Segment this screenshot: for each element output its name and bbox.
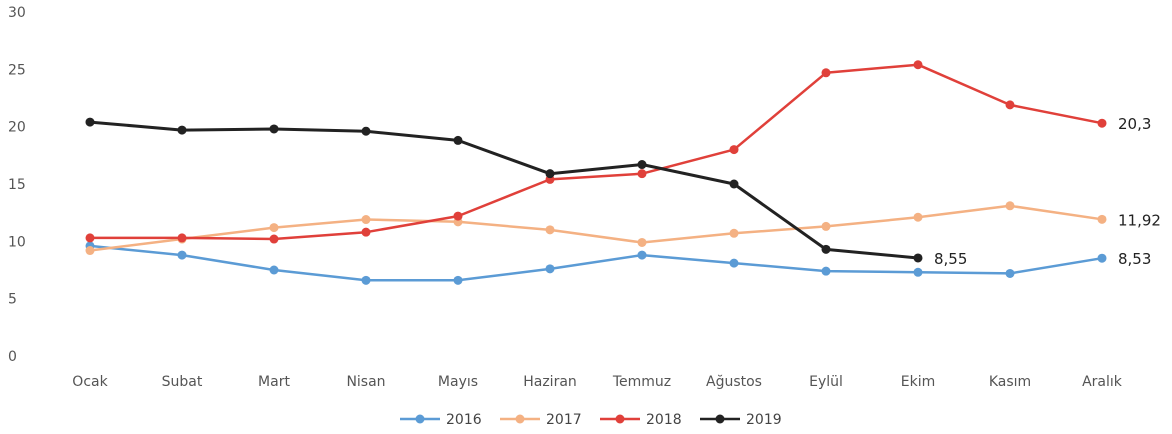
data-point [913, 212, 923, 222]
x-tick-label: Temmuz [612, 374, 671, 390]
x-tick-label: Eylül [809, 374, 843, 390]
data-point [821, 244, 831, 254]
series-2017 [85, 201, 1107, 256]
legend-label: 2018 [646, 412, 682, 428]
x-tick-label: Haziran [523, 374, 577, 390]
series-2019 [85, 117, 923, 263]
data-point [913, 60, 923, 70]
x-tick-label: Ekim [901, 374, 935, 390]
legend-item-2016: 2016 [400, 412, 482, 428]
series-2018 [85, 60, 1107, 244]
y-tick-label: 5 [8, 292, 17, 308]
data-point [545, 225, 555, 235]
data-label: 11,92 [1118, 211, 1161, 229]
data-point [269, 234, 279, 244]
legend-label: 2016 [446, 412, 482, 428]
data-point [1097, 214, 1107, 224]
x-tick-label: Aralık [1082, 374, 1123, 390]
y-tick-label: 30 [8, 5, 26, 21]
legend-item-2018: 2018 [600, 412, 682, 428]
legend-item-2017: 2017 [500, 412, 582, 428]
data-point [545, 264, 555, 274]
data-point [821, 221, 831, 231]
x-tick-label: Mart [258, 374, 290, 390]
y-tick-label: 0 [8, 349, 17, 365]
data-point [729, 179, 739, 189]
x-axis: Ocak Subat Mart Nisan Mayıs Haziran Temmuz Ağus… [72, 374, 1122, 390]
data-point [729, 228, 739, 238]
data-point [1005, 268, 1015, 278]
data-point [177, 233, 187, 243]
y-tick-label: 20 [8, 120, 26, 136]
data-point [821, 68, 831, 78]
data-point [821, 266, 831, 276]
x-tick-label: Subat [162, 374, 203, 390]
data-point [269, 265, 279, 275]
data-point [913, 267, 923, 277]
x-tick-label: Ocak [72, 374, 108, 390]
data-point [545, 169, 555, 179]
legend-label: 2019 [746, 412, 782, 428]
data-point [729, 258, 739, 268]
series-layer [85, 60, 1107, 285]
series-line [89, 120, 919, 260]
data-point [637, 169, 647, 179]
legend-label: 2017 [546, 412, 582, 428]
data-point [637, 160, 647, 170]
data-point [361, 215, 371, 225]
legend-item-2019: 2019 [700, 412, 782, 428]
data-point [913, 253, 923, 263]
data-point [729, 145, 739, 155]
data-point [453, 135, 463, 145]
y-tick-label: 15 [8, 177, 26, 193]
data-point [361, 227, 371, 237]
x-tick-label: Nisan [346, 374, 385, 390]
y-axis: 0 5 10 15 20 25 30 [8, 5, 26, 365]
data-point [637, 250, 647, 260]
data-point [361, 126, 371, 136]
data-label: 8,53 [1118, 250, 1151, 268]
data-point [269, 223, 279, 233]
data-point [177, 250, 187, 260]
x-tick-label: Kasım [989, 374, 1031, 390]
data-point [269, 124, 279, 134]
data-point [1005, 201, 1015, 211]
data-label: 20,3 [1118, 115, 1151, 133]
legend-marker [715, 414, 725, 424]
data-labels: 20,3 11,92 8,55 8,53 [934, 115, 1161, 268]
y-tick-label: 10 [8, 234, 26, 250]
data-point [361, 275, 371, 285]
legend-marker [415, 414, 425, 424]
data-point [85, 233, 95, 243]
series-line [89, 244, 1103, 282]
series-line [90, 63, 1103, 241]
data-point [85, 117, 95, 127]
legend: 2016 2017 2018 2019 [400, 412, 782, 428]
data-point [637, 237, 647, 247]
data-label: 8,55 [934, 250, 967, 268]
y-tick-label: 25 [8, 62, 26, 78]
series-line [89, 204, 1103, 252]
legend-marker [515, 414, 525, 424]
series-2016 [85, 241, 1107, 285]
x-tick-label: Ağustos [706, 374, 762, 390]
data-point [85, 246, 95, 256]
legend-marker [615, 414, 625, 424]
x-tick-label: Mayıs [438, 374, 478, 390]
data-point [1005, 100, 1015, 110]
data-point [453, 211, 463, 221]
data-point [177, 125, 187, 135]
data-point [1097, 118, 1107, 128]
data-point [1097, 253, 1107, 263]
data-point [453, 275, 463, 285]
